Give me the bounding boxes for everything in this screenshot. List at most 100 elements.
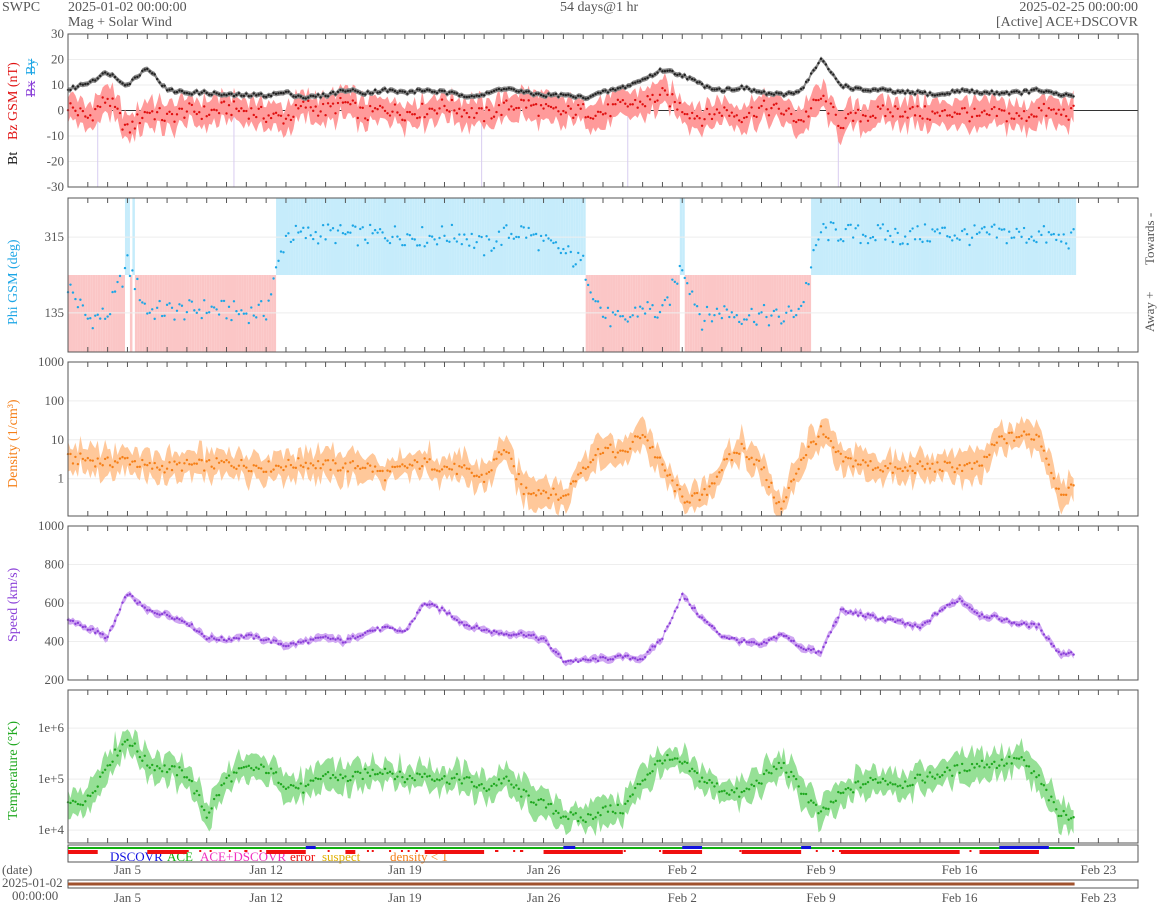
towards-sector-shade bbox=[516, 198, 519, 275]
temperature-ytick-label: 1e+6 bbox=[38, 720, 65, 735]
density-point bbox=[175, 463, 179, 466]
density-point bbox=[1017, 435, 1021, 439]
towards-sector-shade bbox=[860, 198, 864, 275]
phi-point bbox=[250, 306, 253, 309]
speed-point bbox=[477, 627, 481, 630]
speed-point bbox=[111, 625, 114, 628]
temperature-point bbox=[507, 779, 511, 782]
speed-point bbox=[299, 641, 303, 644]
temperature-point bbox=[183, 776, 186, 779]
bz-point bbox=[153, 118, 156, 121]
error-flag-mark bbox=[259, 850, 262, 852]
bz-point bbox=[720, 114, 724, 118]
away-sector-shade bbox=[711, 275, 715, 352]
phi-point bbox=[611, 311, 615, 314]
density-point bbox=[854, 459, 857, 462]
towards-sector-shade bbox=[496, 198, 499, 275]
bz-point bbox=[616, 98, 620, 102]
speed-point bbox=[1045, 636, 1048, 639]
speed-point bbox=[408, 623, 412, 626]
bz-point bbox=[894, 105, 897, 108]
bz-point bbox=[636, 106, 639, 109]
speed-point bbox=[438, 609, 441, 612]
phi-point bbox=[81, 304, 85, 307]
temperature-point bbox=[775, 767, 778, 771]
speed-point bbox=[520, 631, 523, 634]
error-flag-mark bbox=[444, 850, 447, 852]
speed-point bbox=[388, 626, 392, 630]
bz-point bbox=[819, 97, 823, 101]
temperature-point bbox=[279, 783, 283, 786]
temperature-point bbox=[334, 776, 337, 779]
error-flag-mark bbox=[496, 850, 499, 852]
towards-sector-shade bbox=[1053, 198, 1057, 275]
error-flag-segment bbox=[424, 850, 485, 854]
phi-point bbox=[871, 235, 875, 239]
density-point bbox=[525, 486, 528, 489]
bt-point bbox=[435, 91, 439, 95]
towards-sector-shade bbox=[419, 198, 423, 275]
temperature-point bbox=[71, 799, 75, 802]
bz-point bbox=[319, 110, 322, 113]
bz-point bbox=[1010, 117, 1013, 120]
temperature-point bbox=[240, 766, 243, 770]
temperature-point bbox=[990, 762, 994, 766]
phi-point bbox=[562, 247, 565, 251]
speed-point bbox=[435, 605, 439, 609]
phi-point bbox=[906, 242, 909, 246]
speed-point bbox=[1032, 622, 1036, 626]
away-sector-shade bbox=[630, 275, 633, 352]
away-sector-shade bbox=[167, 275, 170, 352]
bz-point bbox=[180, 107, 184, 110]
temperature-point bbox=[621, 812, 625, 815]
phi-point bbox=[742, 318, 746, 321]
phi-point bbox=[408, 233, 412, 237]
temperature-point bbox=[111, 760, 114, 763]
bz-point bbox=[111, 97, 114, 100]
phi-point bbox=[619, 315, 622, 318]
speed-point bbox=[294, 643, 298, 646]
speed-point bbox=[106, 635, 109, 639]
bz-point bbox=[351, 99, 355, 102]
bt-point bbox=[906, 89, 909, 92]
towards-sector-shade bbox=[872, 198, 876, 275]
speed-point bbox=[331, 637, 335, 640]
bt-point bbox=[569, 94, 573, 97]
towards-sector-shade bbox=[442, 198, 445, 275]
bt-point bbox=[752, 88, 756, 92]
speed-point bbox=[423, 602, 426, 606]
temperature-point bbox=[941, 774, 944, 777]
density-point bbox=[787, 486, 790, 490]
phi-point bbox=[782, 320, 786, 323]
bt-point bbox=[304, 97, 307, 100]
temperature-point bbox=[255, 766, 258, 769]
bt-point bbox=[686, 77, 689, 81]
bt-point bbox=[250, 94, 253, 98]
towards-sector-shade bbox=[1033, 198, 1037, 275]
bt-point bbox=[762, 90, 766, 93]
bt-point bbox=[881, 87, 885, 90]
bt-point bbox=[1047, 90, 1051, 93]
temperature-point bbox=[738, 795, 741, 798]
bz-point bbox=[953, 111, 956, 114]
phi-point bbox=[564, 252, 568, 255]
bz-point bbox=[1008, 112, 1011, 115]
bt-point bbox=[510, 87, 513, 90]
speed-point bbox=[168, 615, 171, 618]
temperature-point bbox=[1040, 782, 1043, 786]
towards-sector-shade bbox=[996, 198, 1000, 275]
bz-point bbox=[84, 115, 87, 118]
towards-sector-shade bbox=[278, 198, 282, 275]
speed-point bbox=[871, 614, 875, 617]
phi-point bbox=[222, 299, 226, 303]
bt-point bbox=[160, 84, 164, 88]
bt-point bbox=[74, 87, 77, 90]
density-point bbox=[874, 467, 877, 470]
bt-point bbox=[911, 91, 914, 94]
bz-point bbox=[160, 118, 164, 122]
temperature-point bbox=[210, 807, 213, 810]
bt-point bbox=[465, 95, 468, 99]
bz-point bbox=[512, 108, 516, 111]
error-flag-segment bbox=[662, 850, 703, 854]
error-flag-mark bbox=[443, 850, 446, 852]
